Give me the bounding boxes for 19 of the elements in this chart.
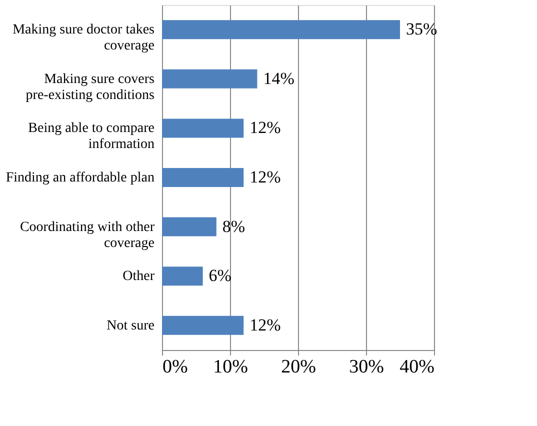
x-tick-label: 10%: [213, 356, 248, 378]
y-tick-label: Making sure doctor takes coverage: [12, 22, 154, 54]
x-tick-label: 40%: [400, 356, 435, 378]
y-tick-label: Not sure: [106, 318, 154, 334]
y-tick-label: Making sure covers pre-existing conditions: [26, 72, 154, 103]
x-tick-label: 20%: [281, 356, 316, 378]
data-label: 35%: [406, 20, 438, 39]
y-tick-label: Coordinating with other coverage: [20, 220, 155, 251]
y-tick-label: Finding an affordable plan: [6, 170, 154, 186]
x-tick-label: 0%: [162, 356, 188, 378]
y-tick-label: Other: [122, 269, 155, 284]
y-tick-label: Being able to compare information: [28, 121, 154, 152]
data-label: 8%: [222, 216, 246, 236]
data-label: 12%: [250, 168, 281, 186]
data-label: 12%: [250, 315, 281, 334]
x-tick-label: 30%: [349, 356, 384, 378]
data-label: 14%: [263, 68, 294, 88]
data-label: 6%: [208, 266, 232, 286]
data-label: 12%: [250, 118, 281, 138]
